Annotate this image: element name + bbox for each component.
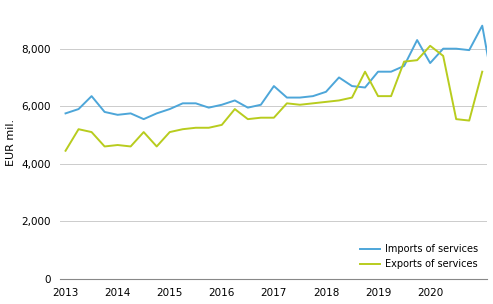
Imports of services: [219, 103, 225, 107]
Exports of services: [141, 130, 146, 134]
Exports of services: [401, 60, 407, 64]
Exports of services: [63, 149, 69, 153]
Imports of services: [75, 107, 81, 111]
Imports of services: [115, 113, 121, 117]
Exports of services: [297, 103, 303, 107]
Exports of services: [414, 58, 420, 62]
Imports of services: [388, 70, 394, 74]
Imports of services: [141, 117, 146, 121]
Exports of services: [154, 145, 160, 148]
Imports of services: [128, 112, 134, 115]
Exports of services: [75, 127, 81, 131]
Exports of services: [427, 44, 433, 48]
Imports of services: [453, 47, 459, 50]
Exports of services: [440, 54, 446, 58]
Exports of services: [167, 130, 173, 134]
Exports of services: [310, 102, 316, 105]
Exports of services: [180, 127, 186, 131]
Exports of services: [375, 94, 381, 98]
Imports of services: [167, 107, 173, 111]
Imports of services: [232, 98, 238, 102]
Line: Exports of services: Exports of services: [66, 46, 482, 151]
Imports of services: [154, 112, 160, 115]
Imports of services: [479, 24, 485, 27]
Imports of services: [440, 47, 446, 50]
Exports of services: [102, 145, 107, 148]
Exports of services: [388, 94, 394, 98]
Imports of services: [414, 38, 420, 42]
Exports of services: [336, 98, 342, 102]
Exports of services: [271, 116, 277, 119]
Exports of services: [323, 100, 329, 104]
Imports of services: [362, 86, 368, 89]
Exports of services: [206, 126, 211, 130]
Imports of services: [284, 96, 290, 99]
Imports of services: [180, 102, 186, 105]
Imports of services: [336, 76, 342, 79]
Imports of services: [245, 106, 251, 109]
Legend: Imports of services, Exports of services: Imports of services, Exports of services: [355, 239, 483, 274]
Exports of services: [466, 119, 472, 123]
Imports of services: [63, 112, 69, 115]
Imports of services: [297, 96, 303, 99]
Imports of services: [323, 90, 329, 94]
Line: Imports of services: Imports of services: [66, 26, 493, 119]
Imports of services: [258, 103, 264, 107]
Exports of services: [258, 116, 264, 119]
Imports of services: [349, 84, 355, 88]
Imports of services: [401, 64, 407, 68]
Exports of services: [232, 107, 238, 111]
Imports of services: [193, 102, 199, 105]
Exports of services: [128, 145, 134, 148]
Y-axis label: EUR mil.: EUR mil.: [5, 119, 16, 166]
Imports of services: [466, 48, 472, 52]
Exports of services: [479, 70, 485, 74]
Exports of services: [219, 123, 225, 127]
Imports of services: [89, 94, 95, 98]
Exports of services: [115, 143, 121, 147]
Imports of services: [375, 70, 381, 74]
Exports of services: [193, 126, 199, 130]
Imports of services: [102, 110, 107, 114]
Imports of services: [310, 94, 316, 98]
Exports of services: [89, 130, 95, 134]
Exports of services: [453, 117, 459, 121]
Exports of services: [284, 102, 290, 105]
Imports of services: [206, 106, 211, 109]
Exports of services: [245, 117, 251, 121]
Exports of services: [362, 70, 368, 74]
Imports of services: [271, 84, 277, 88]
Exports of services: [349, 96, 355, 99]
Imports of services: [427, 61, 433, 65]
